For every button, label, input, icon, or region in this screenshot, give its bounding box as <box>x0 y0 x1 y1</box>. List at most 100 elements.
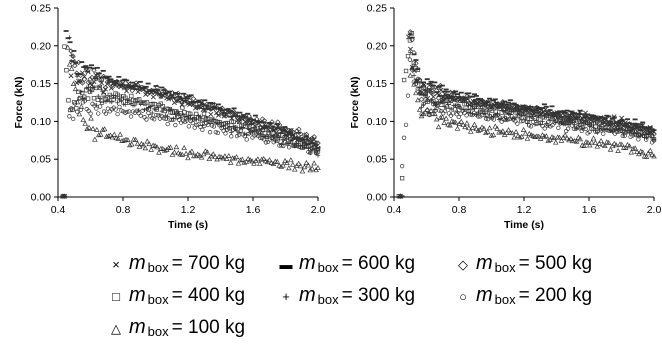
data-point <box>607 146 614 152</box>
data-point <box>511 102 517 105</box>
data-point <box>135 85 141 88</box>
data-point <box>471 121 478 127</box>
data-point <box>113 107 118 112</box>
data-point <box>83 65 89 67</box>
data-point <box>138 140 145 146</box>
data-point <box>225 108 231 111</box>
data-point <box>92 103 97 108</box>
data-point <box>421 101 426 107</box>
data-point <box>222 153 228 159</box>
legend-value: = 700 kg <box>171 253 246 274</box>
data-point <box>249 123 255 125</box>
data-point <box>97 85 103 90</box>
data-point <box>281 137 286 142</box>
data-point <box>634 148 640 154</box>
data-point <box>418 96 425 103</box>
x-axis-label: Time (s) <box>504 219 544 231</box>
data-point <box>610 119 616 124</box>
data-point <box>422 109 429 115</box>
data-point <box>154 84 160 90</box>
data-point <box>564 111 570 118</box>
data-point <box>108 85 114 91</box>
data-point <box>541 133 548 139</box>
data-point <box>270 125 276 128</box>
data-point <box>100 69 106 72</box>
data-point <box>181 97 187 103</box>
data-point <box>416 106 423 112</box>
data-point <box>241 114 247 116</box>
data-point <box>577 136 584 142</box>
data-point <box>521 104 527 107</box>
data-point <box>543 133 550 139</box>
data-point <box>620 133 625 139</box>
legend-item-600: ▬ m box = 600 kg <box>278 252 416 275</box>
data-point <box>524 119 530 125</box>
data-point <box>593 129 598 134</box>
data-point <box>206 101 212 108</box>
data-point <box>120 79 126 82</box>
data-point <box>249 158 255 164</box>
x-tick-label: 1.6 <box>582 204 597 216</box>
data-point <box>303 131 310 138</box>
data-point <box>434 87 440 94</box>
data-point <box>415 86 420 91</box>
data-point <box>85 79 91 86</box>
data-point <box>140 100 145 105</box>
data-point <box>615 147 621 153</box>
data-point <box>227 126 232 131</box>
data-point <box>89 64 95 67</box>
data-point <box>123 83 130 90</box>
y-tick-label: 0.10 <box>31 116 52 128</box>
data-point <box>432 107 438 112</box>
data-point <box>589 116 594 122</box>
data-point <box>546 110 551 115</box>
data-point <box>532 133 538 139</box>
data-point <box>231 119 236 125</box>
data-point <box>73 101 78 106</box>
data-point <box>457 104 462 109</box>
data-point <box>415 97 421 103</box>
data-point <box>565 126 571 131</box>
data-point <box>407 38 413 43</box>
data-point <box>441 90 447 93</box>
data-point <box>549 105 555 108</box>
data-point <box>296 138 301 143</box>
data-point <box>309 135 315 141</box>
data-point <box>104 77 110 80</box>
data-point <box>174 92 180 95</box>
data-point <box>105 133 112 139</box>
data-point <box>649 152 655 158</box>
legend-subscript: box <box>494 292 516 307</box>
data-point <box>424 78 430 81</box>
data-point <box>276 127 282 130</box>
data-point <box>107 99 113 104</box>
data-point <box>108 78 114 81</box>
data-point <box>115 111 120 117</box>
data-point <box>528 114 534 119</box>
data-point <box>632 132 637 137</box>
data-point <box>201 111 207 117</box>
data-point <box>129 87 135 94</box>
data-point <box>88 115 94 121</box>
data-point <box>430 84 436 90</box>
legend-subscript: box <box>317 292 339 307</box>
data-point <box>505 127 512 133</box>
data-point <box>462 110 467 116</box>
data-point <box>483 116 489 121</box>
data-point <box>294 136 300 139</box>
data-point <box>71 54 76 60</box>
data-point <box>173 96 180 102</box>
data-point <box>420 83 427 89</box>
data-point <box>257 160 263 166</box>
data-point <box>466 108 471 114</box>
data-point <box>638 123 644 126</box>
data-point <box>81 66 87 69</box>
data-point <box>613 142 620 148</box>
data-point <box>200 127 205 132</box>
data-point <box>301 164 308 170</box>
data-point <box>305 162 312 168</box>
data-point <box>133 88 139 90</box>
data-point <box>462 124 468 130</box>
data-point <box>598 137 604 143</box>
data-point <box>307 136 314 143</box>
